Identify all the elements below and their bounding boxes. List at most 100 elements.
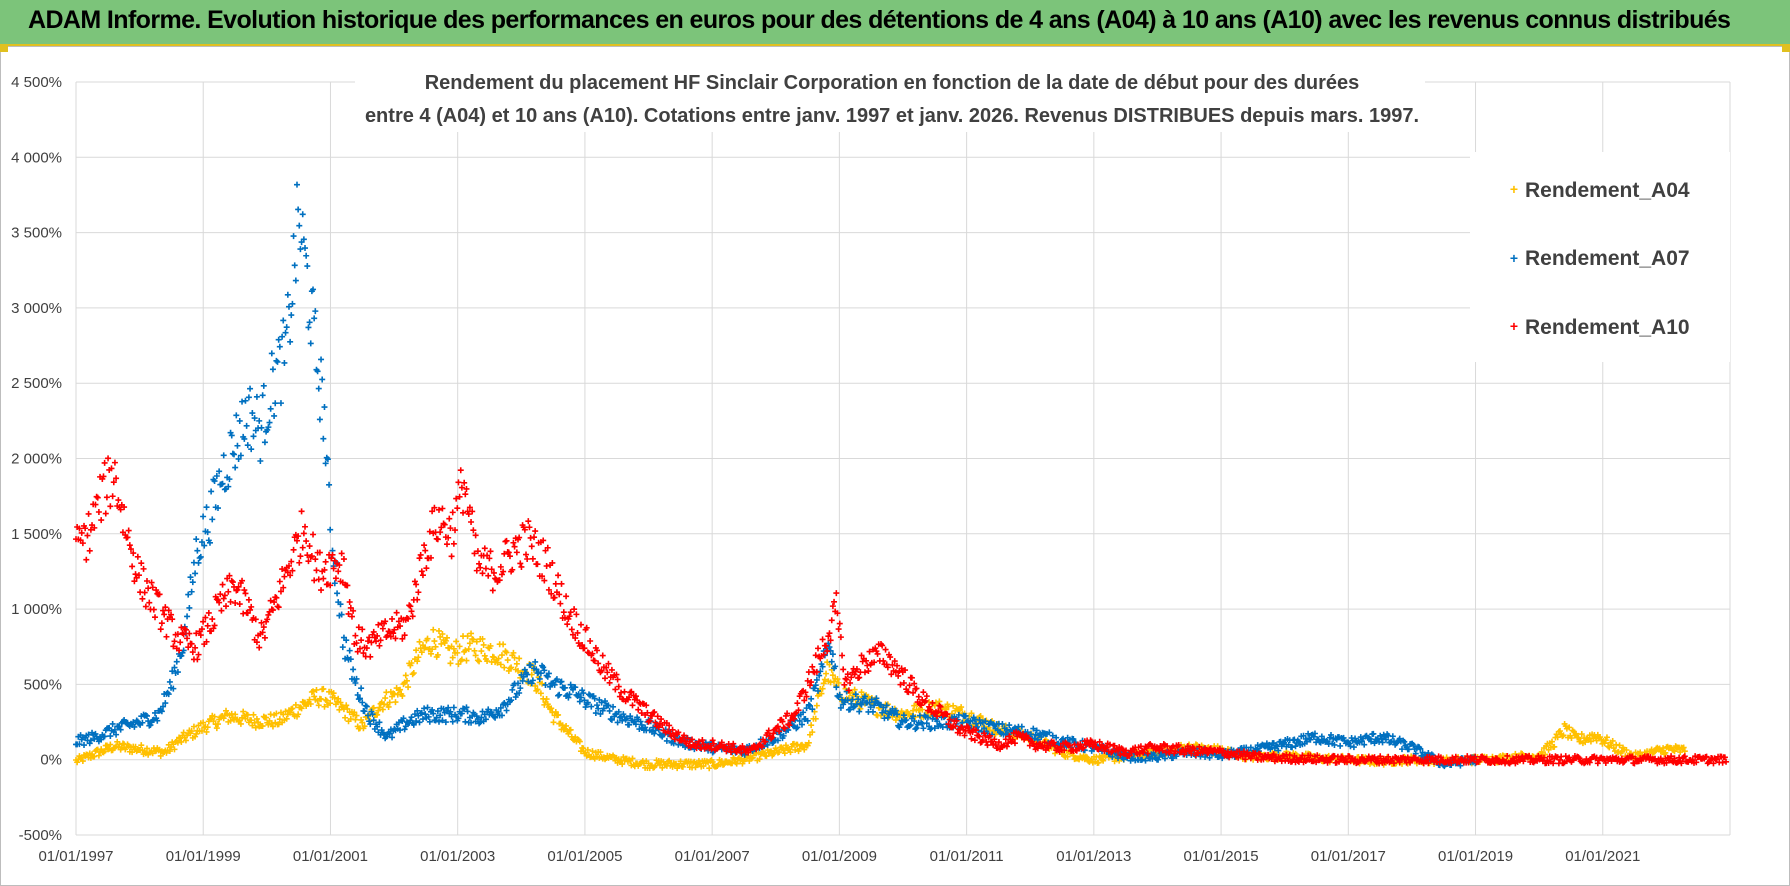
data-point (1566, 754, 1573, 761)
data-point (614, 719, 621, 726)
data-point (1491, 759, 1498, 766)
data-point (265, 424, 272, 431)
data-point (1331, 741, 1338, 748)
data-point (129, 563, 136, 570)
data-point (321, 566, 328, 573)
data-point (779, 718, 786, 725)
data-point (141, 589, 148, 596)
data-point (803, 693, 810, 700)
y-tick-label: 3 000% (11, 300, 62, 317)
data-point (318, 356, 325, 363)
data-point (274, 358, 281, 365)
data-point (445, 534, 452, 541)
data-point (730, 740, 737, 747)
data-point (548, 705, 555, 712)
data-point (188, 640, 195, 647)
data-point (812, 682, 819, 689)
data-point (200, 618, 207, 625)
data-point (552, 580, 559, 587)
data-point (1629, 753, 1636, 760)
data-point (143, 712, 150, 719)
data-point (869, 708, 876, 715)
data-point (976, 717, 983, 723)
data-point (315, 385, 322, 392)
data-point (492, 575, 499, 582)
data-point (287, 338, 294, 345)
data-point (471, 647, 478, 654)
data-point (462, 647, 469, 654)
data-point (577, 694, 584, 701)
data-point (253, 715, 260, 722)
data-point (663, 737, 670, 744)
data-point (203, 728, 210, 735)
data-point (464, 708, 471, 715)
data-point (401, 632, 408, 639)
data-point (906, 682, 913, 689)
data-point (76, 525, 83, 532)
data-point (763, 753, 770, 760)
data-point (572, 684, 579, 691)
data-point (670, 740, 677, 747)
data-point (298, 705, 305, 712)
data-point (1432, 754, 1439, 761)
data-point (74, 759, 81, 766)
data-point (184, 635, 191, 642)
data-point (1576, 755, 1583, 762)
data-point (853, 666, 860, 673)
data-point (113, 731, 120, 738)
data-point (279, 566, 286, 573)
data-point (331, 694, 338, 701)
data-point (636, 699, 643, 706)
data-point (1206, 754, 1213, 761)
data-point (252, 616, 259, 623)
data-point (551, 681, 558, 688)
data-point (304, 263, 311, 270)
x-tick-label: 01/01/2013 (1056, 848, 1131, 865)
data-point (813, 676, 820, 683)
data-point (166, 748, 173, 755)
data-point (322, 460, 329, 467)
data-point (356, 695, 363, 702)
data-point (560, 609, 567, 616)
data-point (513, 660, 520, 667)
data-point (577, 621, 584, 628)
data-point (793, 725, 800, 732)
data-point (576, 698, 583, 705)
data-point (152, 614, 159, 621)
data-point (1609, 737, 1616, 744)
data-point (528, 543, 535, 550)
data-point (95, 508, 102, 515)
data-point (250, 711, 257, 718)
data-point (1303, 738, 1310, 745)
data-point (1542, 751, 1549, 758)
data-point (588, 703, 595, 710)
data-point (1189, 744, 1196, 751)
data-point (204, 529, 211, 536)
data-point (855, 696, 862, 703)
data-point (805, 701, 812, 708)
data-point (468, 630, 475, 637)
legend-marker-a04: + (1510, 181, 1518, 197)
data-point (370, 628, 377, 635)
data-point (401, 726, 408, 733)
data-point (1410, 742, 1417, 749)
data-point (813, 702, 820, 709)
data-point (304, 552, 311, 559)
data-point (565, 730, 572, 737)
data-point (481, 652, 488, 659)
data-point (1019, 731, 1026, 738)
data-point (346, 647, 353, 654)
data-point (569, 631, 576, 638)
data-point (1680, 744, 1687, 751)
data-point (597, 749, 604, 756)
data-point (220, 715, 227, 722)
data-point (352, 716, 359, 723)
data-point (652, 727, 659, 734)
data-point (908, 674, 915, 681)
data-point (322, 558, 329, 565)
data-point (976, 733, 983, 740)
data-point (447, 660, 454, 667)
data-point (861, 693, 868, 700)
data-point (999, 721, 1006, 728)
data-point (462, 718, 469, 725)
